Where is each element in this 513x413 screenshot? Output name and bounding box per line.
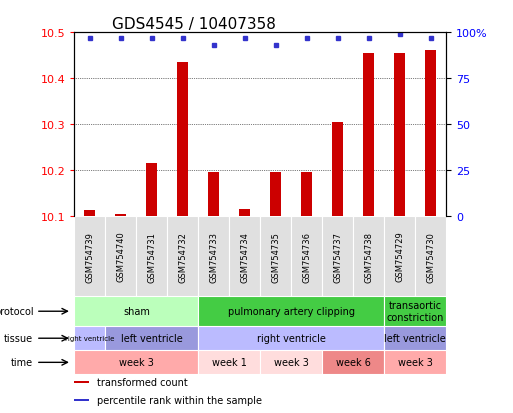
Text: week 6: week 6	[336, 358, 371, 368]
Bar	[199, 297, 384, 326]
Bar	[74, 216, 105, 297]
Bar	[74, 399, 89, 401]
Bar	[425, 51, 436, 216]
Text: week 3: week 3	[119, 358, 154, 368]
Text: GSM754735: GSM754735	[271, 231, 280, 282]
Bar	[240, 209, 250, 216]
Bar	[270, 173, 281, 216]
Bar	[74, 381, 89, 383]
Bar	[322, 216, 353, 297]
Text: percentile rank within the sample: percentile rank within the sample	[96, 395, 262, 405]
Bar	[260, 351, 322, 375]
Text: pulmonary artery clipping: pulmonary artery clipping	[228, 306, 355, 316]
Text: week 3: week 3	[274, 358, 309, 368]
Bar	[384, 326, 446, 351]
Text: GSM754739: GSM754739	[85, 231, 94, 282]
Bar	[199, 351, 260, 375]
Bar	[291, 216, 322, 297]
Bar	[260, 216, 291, 297]
Bar	[74, 326, 105, 351]
Bar	[384, 351, 446, 375]
Text: GSM754730: GSM754730	[426, 231, 436, 282]
Text: week 1: week 1	[212, 358, 247, 368]
Text: GSM754731: GSM754731	[147, 231, 156, 282]
Text: GSM754737: GSM754737	[333, 231, 342, 282]
Bar	[332, 122, 343, 216]
Text: GSM754734: GSM754734	[241, 231, 249, 282]
Bar	[105, 216, 136, 297]
Text: GSM754740: GSM754740	[116, 231, 125, 282]
Text: left ventricle: left ventricle	[121, 333, 183, 343]
Text: left ventricle: left ventricle	[384, 333, 446, 343]
Text: GSM754732: GSM754732	[179, 231, 187, 282]
Text: GSM754738: GSM754738	[364, 231, 373, 282]
Bar	[146, 164, 157, 216]
Bar	[74, 351, 199, 375]
Text: week 3: week 3	[398, 358, 433, 368]
Bar	[115, 214, 126, 216]
Text: protocol: protocol	[0, 306, 33, 316]
Bar	[208, 173, 219, 216]
Bar	[105, 326, 199, 351]
Bar	[177, 63, 188, 216]
Bar	[229, 216, 260, 297]
Text: GSM754736: GSM754736	[302, 231, 311, 282]
Bar	[167, 216, 199, 297]
Bar	[363, 54, 374, 216]
Text: GSM754733: GSM754733	[209, 231, 219, 282]
Text: transaortic
constriction: transaortic constriction	[387, 301, 444, 322]
Bar	[353, 216, 384, 297]
Bar	[85, 210, 95, 216]
Bar	[384, 216, 416, 297]
Bar	[394, 54, 405, 216]
Bar	[322, 351, 384, 375]
Bar	[199, 216, 229, 297]
Bar	[302, 173, 312, 216]
Text: sham: sham	[123, 306, 150, 316]
Bar	[199, 326, 384, 351]
Bar	[74, 297, 199, 326]
Text: GSM754729: GSM754729	[396, 231, 404, 282]
Text: right ventricle: right ventricle	[65, 335, 114, 342]
Bar	[384, 297, 446, 326]
Bar	[136, 216, 167, 297]
Text: time: time	[11, 358, 33, 368]
Text: GDS4545 / 10407358: GDS4545 / 10407358	[111, 17, 275, 32]
Text: transformed count: transformed count	[96, 377, 187, 387]
Text: right ventricle: right ventricle	[257, 333, 326, 343]
Text: tissue: tissue	[4, 333, 33, 343]
Bar	[416, 216, 446, 297]
